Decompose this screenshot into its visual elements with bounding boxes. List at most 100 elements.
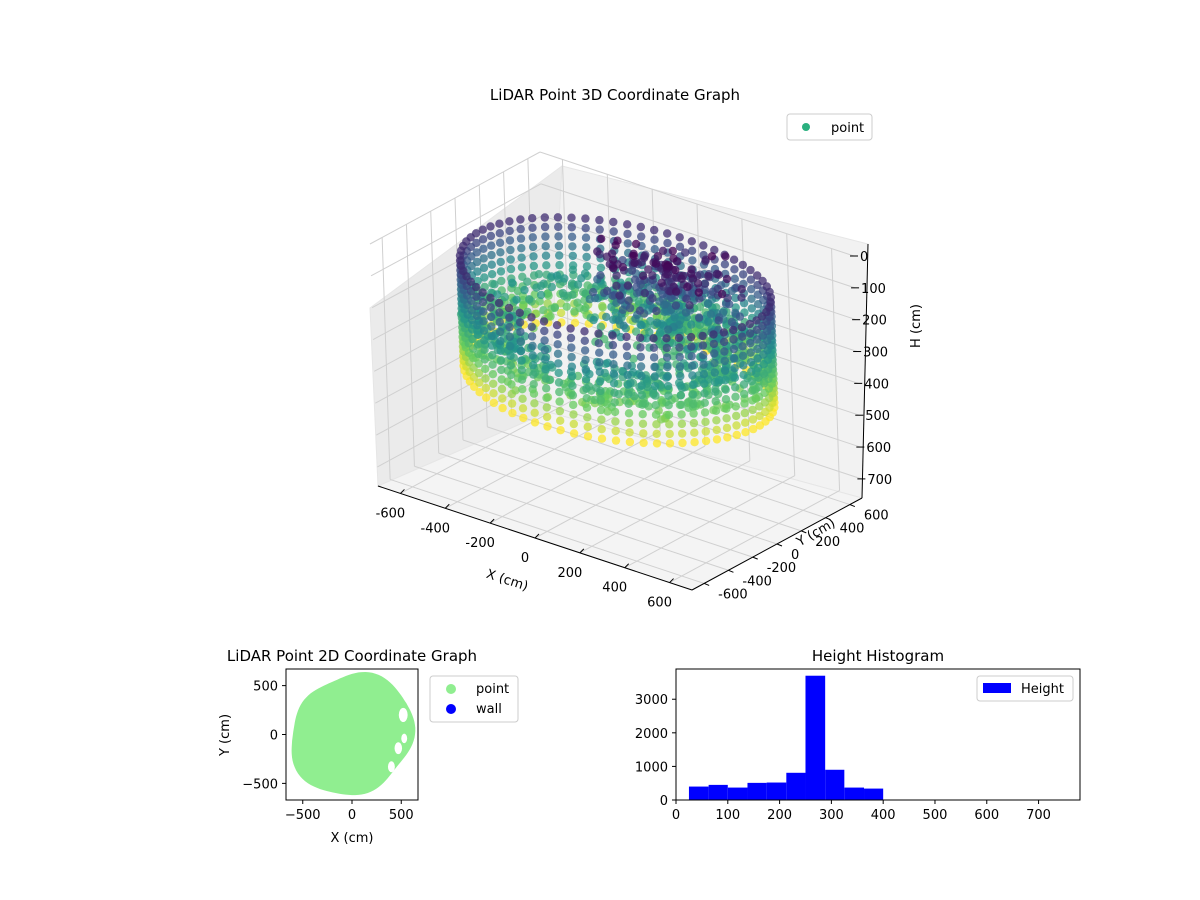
scatter-point-3d	[660, 307, 669, 316]
scatter-point-3d	[755, 411, 764, 421]
scatter-point-3d	[556, 308, 566, 318]
scatter-point-3d	[478, 225, 487, 234]
scatter-point-3d	[569, 410, 578, 419]
x-tick-3d	[534, 533, 540, 539]
scatter-point-3d	[731, 293, 740, 303]
scatter-point-3d	[580, 327, 589, 336]
scatter-point-3d	[660, 300, 669, 309]
scatter-point-3d	[676, 381, 685, 390]
scatter-point-3d	[614, 316, 623, 325]
scatter-point-3d	[517, 253, 526, 262]
scatter-point-3d	[608, 291, 617, 300]
scatter-point-3d	[589, 315, 598, 325]
scatter-point-3d	[730, 354, 739, 363]
scatter-point-3d	[752, 335, 762, 344]
scatter-point-3d	[554, 368, 563, 378]
scatter-point-3d	[528, 214, 537, 223]
scatter-point-3d	[568, 290, 577, 299]
scatter-point-3d	[741, 418, 750, 427]
scatter-point-3d	[610, 388, 619, 397]
scatter-point-3d	[583, 422, 592, 431]
scatter-point-3d	[497, 276, 506, 286]
scatter-point-3d	[568, 251, 577, 261]
scatter-point-3d	[507, 370, 516, 380]
scatter-point-3d	[486, 312, 496, 322]
x-tick-label-histogram: 0	[672, 808, 680, 823]
scatter-point-3d	[507, 380, 516, 389]
scatter-point-3d	[663, 372, 672, 381]
y-tick-label-histogram: 2000	[635, 727, 668, 742]
histogram-bar	[727, 787, 748, 801]
scatter-point-3d	[701, 427, 710, 436]
scatter-point-3d	[637, 257, 646, 267]
scatter-point-3d	[747, 377, 756, 386]
y-tick-3d	[801, 530, 807, 534]
scatter-point-3d	[541, 251, 551, 260]
z-tick-label-3d: 100	[861, 282, 886, 297]
scatter-point-3d	[721, 385, 730, 394]
legend-histogram-swatch	[983, 683, 1011, 693]
scatter-point-3d	[712, 435, 722, 444]
scatter-point-3d	[674, 333, 684, 343]
scatter-point-3d	[657, 278, 666, 287]
scatter-point-3d	[542, 393, 551, 402]
scatter-point-3d	[517, 356, 526, 365]
scatter-point-3d	[675, 352, 684, 362]
scatter-point-3d	[650, 235, 659, 244]
scatter-point-3d	[712, 416, 721, 425]
scatter-point-3d	[675, 362, 685, 371]
grid-line-back-x	[786, 233, 796, 476]
scatter-point-3d	[618, 263, 627, 272]
scatter-point-3d	[737, 293, 746, 302]
scatter-point-3d	[609, 369, 618, 378]
scatter-point-3d	[518, 394, 527, 403]
scatter-point-3d	[479, 326, 489, 335]
scatter-point-3d	[580, 346, 590, 355]
scatter-point-3d	[748, 415, 758, 424]
x-tick-label-histogram: 200	[767, 808, 792, 823]
scatter-point-3d	[624, 390, 633, 399]
scatter-point-3d	[527, 322, 536, 331]
scatter-point-3d	[555, 397, 564, 406]
x-tick-label-histogram: 400	[871, 808, 896, 823]
scatter-point-3d	[525, 295, 534, 304]
scatter-point-3d	[568, 372, 577, 381]
legend-3d-label: point	[831, 121, 864, 136]
scatter-point-3d	[495, 229, 504, 238]
scatter-point-3d	[541, 374, 551, 383]
scatter-point-3d	[675, 242, 685, 251]
scatter-point-3d	[714, 316, 723, 325]
scatter-point-3d	[517, 263, 527, 272]
scatter-point-3d	[478, 235, 488, 244]
scatter-point-3d	[649, 334, 658, 343]
grid-line-side-z	[370, 183, 542, 277]
z-tick-label-3d: 600	[866, 441, 891, 456]
scatter-point-3d	[506, 255, 515, 264]
scatter-point-3d	[554, 359, 563, 368]
scatter-point-3d	[738, 342, 747, 351]
scatter-point-3d	[662, 353, 672, 362]
scatter-point-3d	[608, 255, 618, 265]
grid-line-back-x	[831, 248, 841, 491]
scatter-point-3d	[625, 418, 634, 428]
scatter-point-3d	[739, 370, 748, 380]
scatter-point-3d	[687, 237, 696, 246]
scatter-point-3d	[648, 271, 657, 280]
scatter-point-3d	[714, 270, 723, 279]
scatter-point-3d	[497, 365, 506, 375]
scatter-points-3d	[455, 213, 779, 448]
scatter-point-3d	[487, 331, 496, 341]
scatter-point-3d	[727, 317, 736, 327]
scatter-point-3d	[528, 341, 537, 351]
y-tick-label-3d: 200	[815, 535, 840, 550]
scatter-point-3d	[699, 370, 709, 379]
scatter-point-3d	[753, 271, 762, 280]
scatter-point-3d	[689, 418, 699, 428]
y-tick-label-histogram: 1000	[635, 760, 668, 775]
scatter-point-3d	[638, 419, 648, 428]
scatter-point-3d	[729, 335, 738, 344]
scatter-point-3d	[747, 294, 756, 303]
scatter-point-3d	[482, 393, 491, 402]
scatter-point-3d	[693, 279, 703, 288]
grid-line-floor-x	[669, 490, 840, 584]
